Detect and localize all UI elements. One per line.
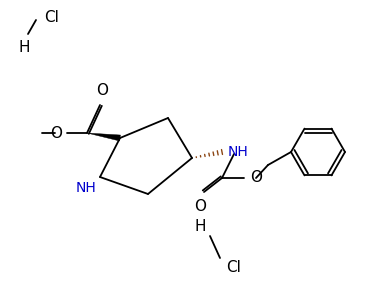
Text: O: O bbox=[50, 125, 62, 140]
Text: O: O bbox=[96, 83, 108, 98]
Text: H: H bbox=[18, 40, 30, 55]
Text: Cl: Cl bbox=[226, 260, 241, 275]
Text: O: O bbox=[194, 199, 206, 214]
Text: NH: NH bbox=[75, 181, 96, 195]
Text: H: H bbox=[194, 219, 206, 234]
Text: O: O bbox=[250, 170, 262, 185]
Text: Cl: Cl bbox=[44, 11, 59, 26]
Polygon shape bbox=[87, 133, 120, 141]
Text: NH: NH bbox=[228, 145, 249, 159]
